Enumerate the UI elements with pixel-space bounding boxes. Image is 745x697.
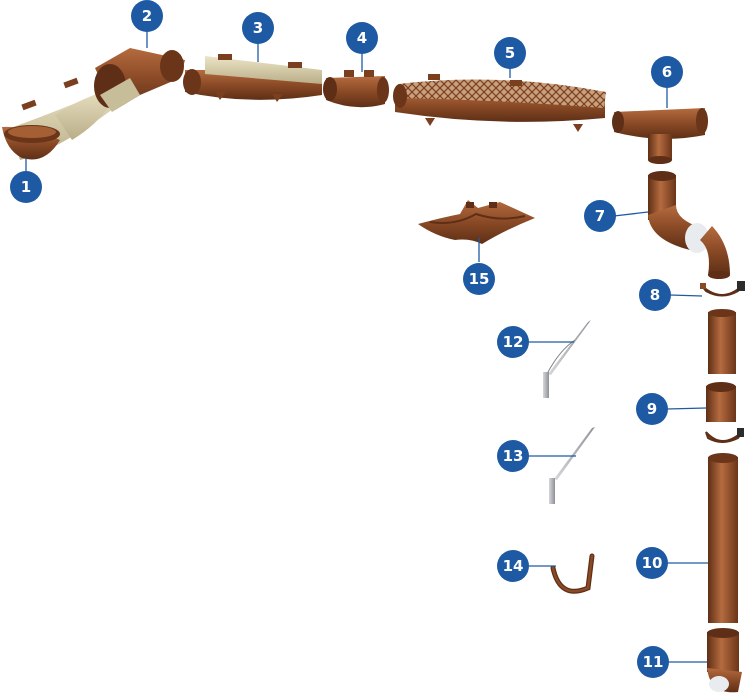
badge-circle [497,326,529,358]
badge-7: 7 [584,200,616,232]
badge-number: 11 [643,653,664,671]
badge-number: 8 [650,286,660,304]
badge-number: 12 [503,333,524,351]
leader-lines [25,28,708,663]
gutter-mesh-guard-icon [393,74,606,132]
badge-number: 5 [505,44,515,62]
badge-number: 6 [662,63,672,81]
badge-number: 7 [595,207,605,225]
gutter-hanger-icon [550,553,595,594]
badge-number: 15 [469,270,490,288]
badge-10: 10 [636,547,668,579]
badge-circle [651,56,683,88]
downpipe-elbow-icon [648,171,730,279]
badge-6: 6 [651,56,683,88]
badge-circle [494,37,526,69]
downpipe-icon [708,453,738,623]
badge-circle [131,0,163,32]
badge-number: 1 [21,178,31,196]
badge-circle [463,263,495,295]
badge-11: 11 [637,646,669,678]
badge-circle [346,22,378,54]
pipe-clamp-icon [700,281,745,297]
badge-14: 14 [497,550,529,582]
corner-angle-icon [94,48,185,112]
badge-circle [497,440,529,472]
badge-number: 10 [642,554,663,572]
leader-9 [666,407,707,410]
badge-2: 2 [131,0,163,32]
leader-8 [669,294,703,297]
gutter-outlet-funnel-icon [612,108,708,164]
badge-5: 5 [494,37,526,69]
badge-circle [639,279,671,311]
pipe-coupling-icon [705,382,744,443]
badge-circle [636,393,668,425]
badge-number: 3 [253,19,263,37]
long-hook-bracket-icon [543,320,591,398]
badge-circle [584,200,616,232]
badge-12: 12 [497,326,529,358]
leader-7 [613,211,649,217]
drain-elbow-icon [707,628,742,693]
short-hook-bracket-icon [549,427,595,504]
badge-number: 4 [357,29,367,47]
gutter-section-icon [183,54,322,102]
badge-circle [10,171,42,203]
gutter-connector-icon [323,70,389,108]
downpipe-short-icon [708,309,736,374]
badge-number: 2 [142,7,152,25]
badge-circle [497,550,529,582]
badge-3: 3 [242,12,274,44]
badge-9: 9 [636,393,668,425]
badge-number: 9 [647,400,657,418]
badge-13: 13 [497,440,529,472]
badge-circle [242,12,274,44]
badge-15: 15 [463,263,495,295]
badge-number: 14 [503,557,524,575]
badge-4: 4 [346,22,378,54]
badge-circle [637,646,669,678]
badge-number: 13 [503,447,524,465]
badge-8: 8 [639,279,671,311]
inner-corner-icon [418,200,535,244]
badge-1: 1 [10,171,42,203]
badge-circle [636,547,668,579]
